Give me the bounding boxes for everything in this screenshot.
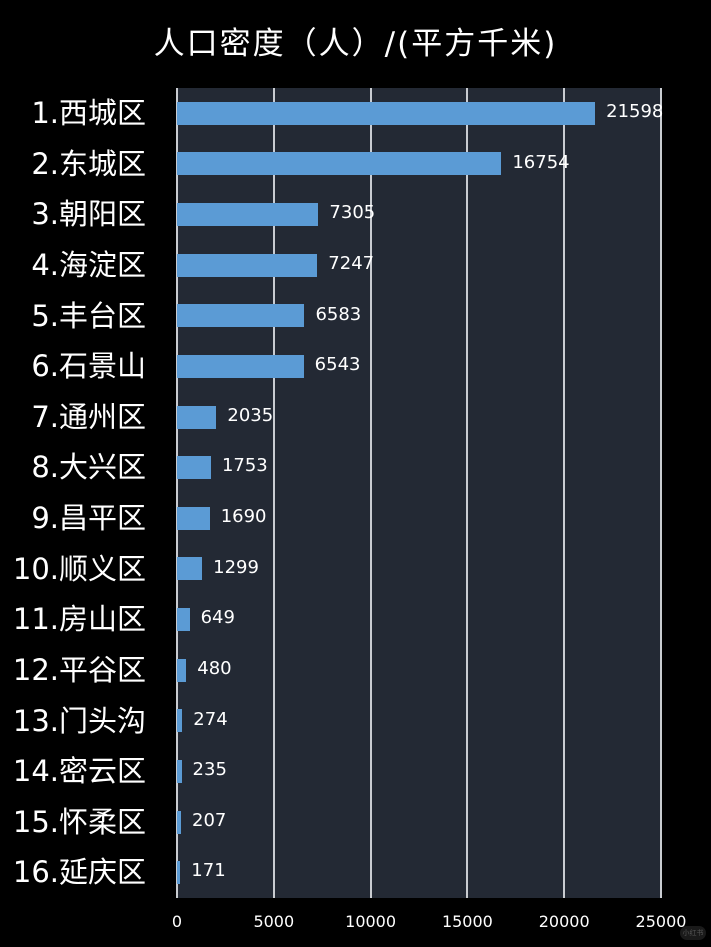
data-label: 16754 <box>512 151 570 173</box>
bar-row: 274 <box>177 696 661 747</box>
data-label: 1753 <box>221 455 268 477</box>
plot-area: 21598 16754 7305 7247 6583 6543 2035 1753 1690 12… <box>176 88 664 898</box>
bar-row: 171 <box>177 847 661 898</box>
gridline <box>660 88 662 898</box>
category-label: 9.昌平区 <box>31 501 146 535</box>
data-label: 1690 <box>220 506 267 527</box>
category-label: 12.平谷区 <box>12 652 146 687</box>
bar-row: 6583 <box>177 291 661 342</box>
data-label: 21598 <box>606 101 664 122</box>
category-label: 11.房山区 <box>12 602 146 637</box>
data-label: 6583 <box>315 303 362 325</box>
category-label: 7.通州区 <box>31 399 146 434</box>
bar <box>177 253 318 277</box>
bar <box>177 456 211 480</box>
data-label: 235 <box>192 759 227 781</box>
category-label: 13.门头沟 <box>12 703 146 738</box>
bar <box>177 152 502 176</box>
watermark-badge: 小红书 <box>680 926 706 940</box>
category-label: 8.大兴区 <box>31 450 146 485</box>
bar <box>177 608 190 632</box>
data-label: 7247 <box>328 252 375 274</box>
bar-row: 480 <box>177 645 661 696</box>
bar <box>177 304 305 328</box>
bar-row: 2035 <box>177 392 661 443</box>
bar <box>177 405 217 429</box>
bar <box>177 203 319 227</box>
x-tick-label: 25000 <box>635 912 687 931</box>
bar <box>177 861 181 885</box>
bar <box>177 506 210 530</box>
category-label: 6.石景山 <box>31 349 146 384</box>
bar <box>177 709 183 733</box>
x-tick-label: 10000 <box>345 912 397 931</box>
data-label: 207 <box>192 809 227 831</box>
bar <box>177 557 203 581</box>
x-tick-label: 0 <box>171 912 183 931</box>
bar-row: 235 <box>177 746 661 797</box>
data-label: 480 <box>197 657 232 679</box>
bar-row: 1753 <box>177 442 661 493</box>
bar <box>177 354 304 378</box>
bar-row: 16754 <box>177 139 661 190</box>
bar-row: 207 <box>177 797 661 848</box>
data-label: 1299 <box>213 556 259 578</box>
category-label: 16.延庆区 <box>12 855 146 890</box>
category-label: 5.丰台区 <box>31 298 146 333</box>
category-label: 1.西城区 <box>31 96 146 130</box>
bar-row: 649 <box>177 594 661 645</box>
bar <box>177 101 596 125</box>
gridline <box>369 88 372 898</box>
category-label: 14.密云区 <box>12 754 146 789</box>
bar-row: 21598 <box>177 88 664 139</box>
gridline <box>176 88 178 898</box>
gridline <box>466 88 469 898</box>
bar <box>177 658 187 682</box>
data-label: 7305 <box>329 202 376 224</box>
category-label: 15.怀柔区 <box>12 804 146 839</box>
data-label: 274 <box>193 708 228 730</box>
bar-row: 7247 <box>177 240 661 291</box>
category-label: 3.朝阳区 <box>31 197 146 232</box>
bar-row: 1299 <box>177 544 661 595</box>
category-label: 4.海淀区 <box>31 247 146 282</box>
bar <box>177 759 182 783</box>
chart-title: 人口密度（人）/(平方千米) <box>153 26 558 62</box>
bar-row: 1690 <box>177 493 661 544</box>
bar-row: 6543 <box>177 341 661 392</box>
data-label: 649 <box>200 607 235 629</box>
bar <box>177 810 181 834</box>
data-label: 171 <box>191 860 226 882</box>
data-label: 6543 <box>314 354 361 376</box>
x-tick-label: 15000 <box>441 912 493 931</box>
x-tick-label: 5000 <box>253 912 295 931</box>
gridline <box>563 88 566 898</box>
x-tick-label: 20000 <box>538 912 590 931</box>
gridline <box>272 88 275 898</box>
bar-row: 7305 <box>177 189 661 240</box>
category-label: 10.顺义区 <box>12 551 146 586</box>
category-label: 2.东城区 <box>31 146 146 181</box>
data-label: 2035 <box>227 404 274 426</box>
